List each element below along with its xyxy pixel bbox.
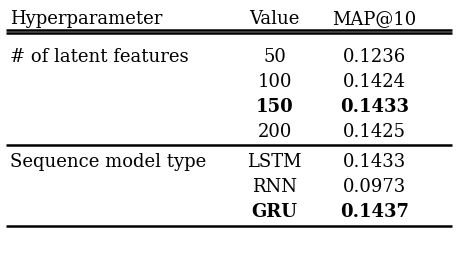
- Text: 50: 50: [263, 48, 286, 66]
- Text: Hyperparameter: Hyperparameter: [11, 10, 163, 28]
- Text: Sequence model type: Sequence model type: [11, 153, 207, 171]
- Text: Value: Value: [249, 10, 300, 28]
- Text: 200: 200: [257, 123, 292, 141]
- Text: 0.1433: 0.1433: [340, 98, 409, 116]
- Text: 0.1236: 0.1236: [343, 48, 406, 66]
- Text: 150: 150: [256, 98, 294, 116]
- Text: 100: 100: [257, 73, 292, 91]
- Text: LSTM: LSTM: [247, 153, 302, 171]
- Text: 0.1437: 0.1437: [340, 203, 409, 221]
- Text: 0.1424: 0.1424: [343, 73, 406, 91]
- Text: # of latent features: # of latent features: [11, 48, 189, 66]
- Text: 0.0973: 0.0973: [343, 178, 406, 196]
- Text: RNN: RNN: [252, 178, 297, 196]
- Text: MAP@10: MAP@10: [333, 10, 417, 28]
- Text: 0.1425: 0.1425: [343, 123, 406, 141]
- Text: 0.1433: 0.1433: [343, 153, 406, 171]
- Text: GRU: GRU: [251, 203, 298, 221]
